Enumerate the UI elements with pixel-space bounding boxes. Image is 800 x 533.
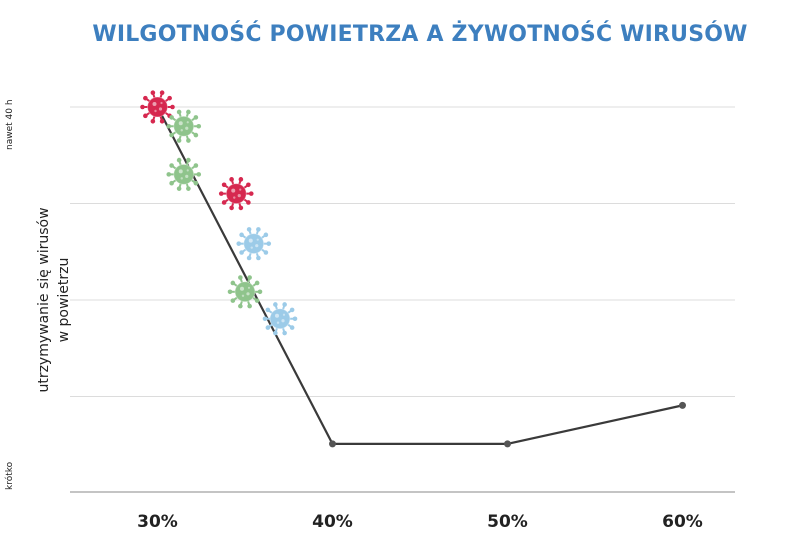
virus-icon xyxy=(218,177,254,211)
x-tick-label: 40% xyxy=(312,512,353,532)
series-line xyxy=(156,106,683,445)
x-tick-labels: 30% 40% 50% 60% xyxy=(137,512,703,532)
y-axis-label-line2: w powietrzu xyxy=(56,258,72,343)
x-tick-label: 60% xyxy=(662,512,703,532)
y-axis-label-line1: utrzymywanie się wirusów xyxy=(36,207,52,392)
data-point xyxy=(679,401,686,409)
y-bottom-label: krótko xyxy=(4,461,15,490)
y-axis-labels: nawet 40 h krótko utrzymywanie się wirus… xyxy=(4,99,72,490)
data-point xyxy=(504,440,511,448)
data-point xyxy=(329,440,336,448)
data-points xyxy=(154,103,686,448)
chart-title: WILGOTNOŚĆ POWIETRZA A ŻYWOTNOŚĆ WIRUSÓW xyxy=(92,22,748,47)
virus-icon xyxy=(227,275,263,309)
virus-markers xyxy=(140,90,298,336)
virus-icon xyxy=(236,227,272,261)
x-tick-label: 50% xyxy=(487,512,528,532)
virus-icon xyxy=(140,90,175,124)
grid xyxy=(70,106,735,397)
x-tick-label: 30% xyxy=(137,512,178,532)
y-top-label: nawet 40 h xyxy=(5,99,15,150)
virus-icon xyxy=(166,157,202,191)
virus-icon xyxy=(262,302,298,336)
virus-icon xyxy=(166,109,202,143)
